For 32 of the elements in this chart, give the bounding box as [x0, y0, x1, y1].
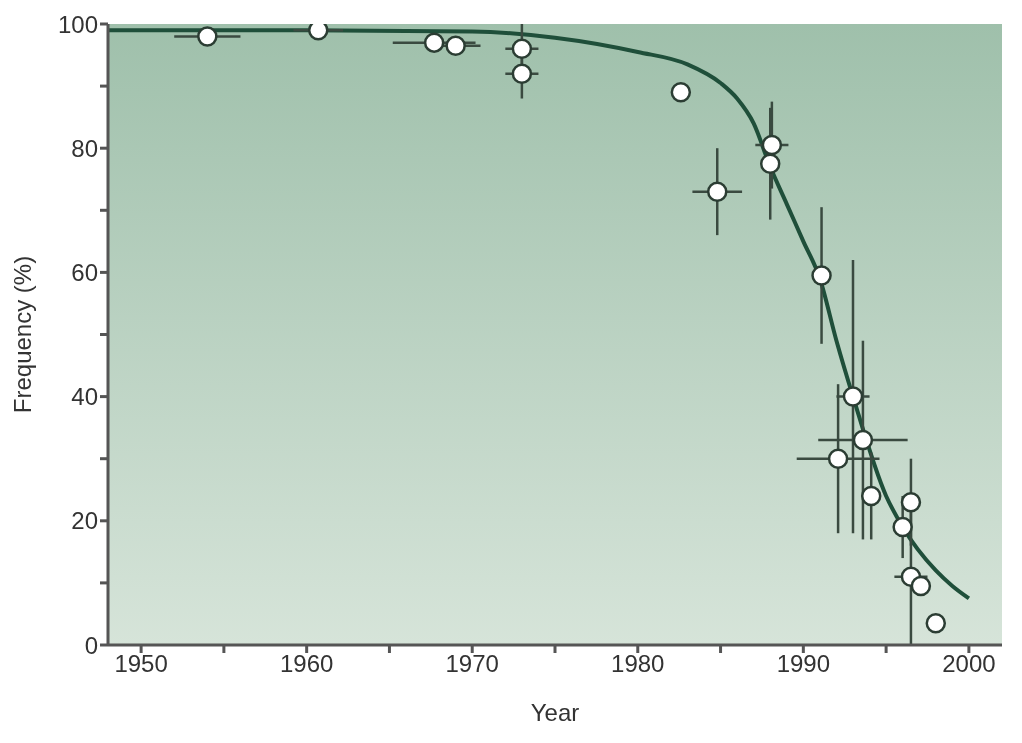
x-tick-label: 1990 [776, 650, 831, 678]
point [925, 613, 947, 634]
x-tick-label: 1970 [445, 650, 499, 678]
point [842, 386, 864, 407]
point [910, 575, 932, 597]
x-tick-label: 1950 [114, 650, 168, 678]
point [852, 429, 874, 451]
y-tick-label: 20 [71, 507, 98, 535]
point [827, 448, 849, 469]
x-tick-label: 2000 [942, 650, 996, 678]
point [423, 32, 445, 53]
point [670, 82, 692, 103]
point [759, 153, 781, 174]
y-tick-label: 100 [57, 10, 98, 38]
point [706, 181, 728, 202]
point [900, 491, 922, 513]
x-axis-title: Year [530, 699, 580, 726]
y-tick-label: 80 [71, 134, 98, 162]
y-tick-label: 60 [71, 258, 98, 286]
x-tick-label: 1980 [611, 650, 665, 678]
point [445, 35, 466, 56]
point [511, 63, 533, 84]
point [761, 134, 783, 156]
point [197, 26, 218, 47]
point [860, 485, 882, 507]
y-tick-label: 40 [71, 383, 98, 411]
point [892, 516, 913, 538]
point [511, 38, 533, 60]
y-tick-label: 0 [84, 631, 98, 659]
point [811, 265, 832, 286]
y-axis-title: Frequency (%) [8, 255, 36, 414]
x-tick-label: 1960 [279, 650, 334, 678]
